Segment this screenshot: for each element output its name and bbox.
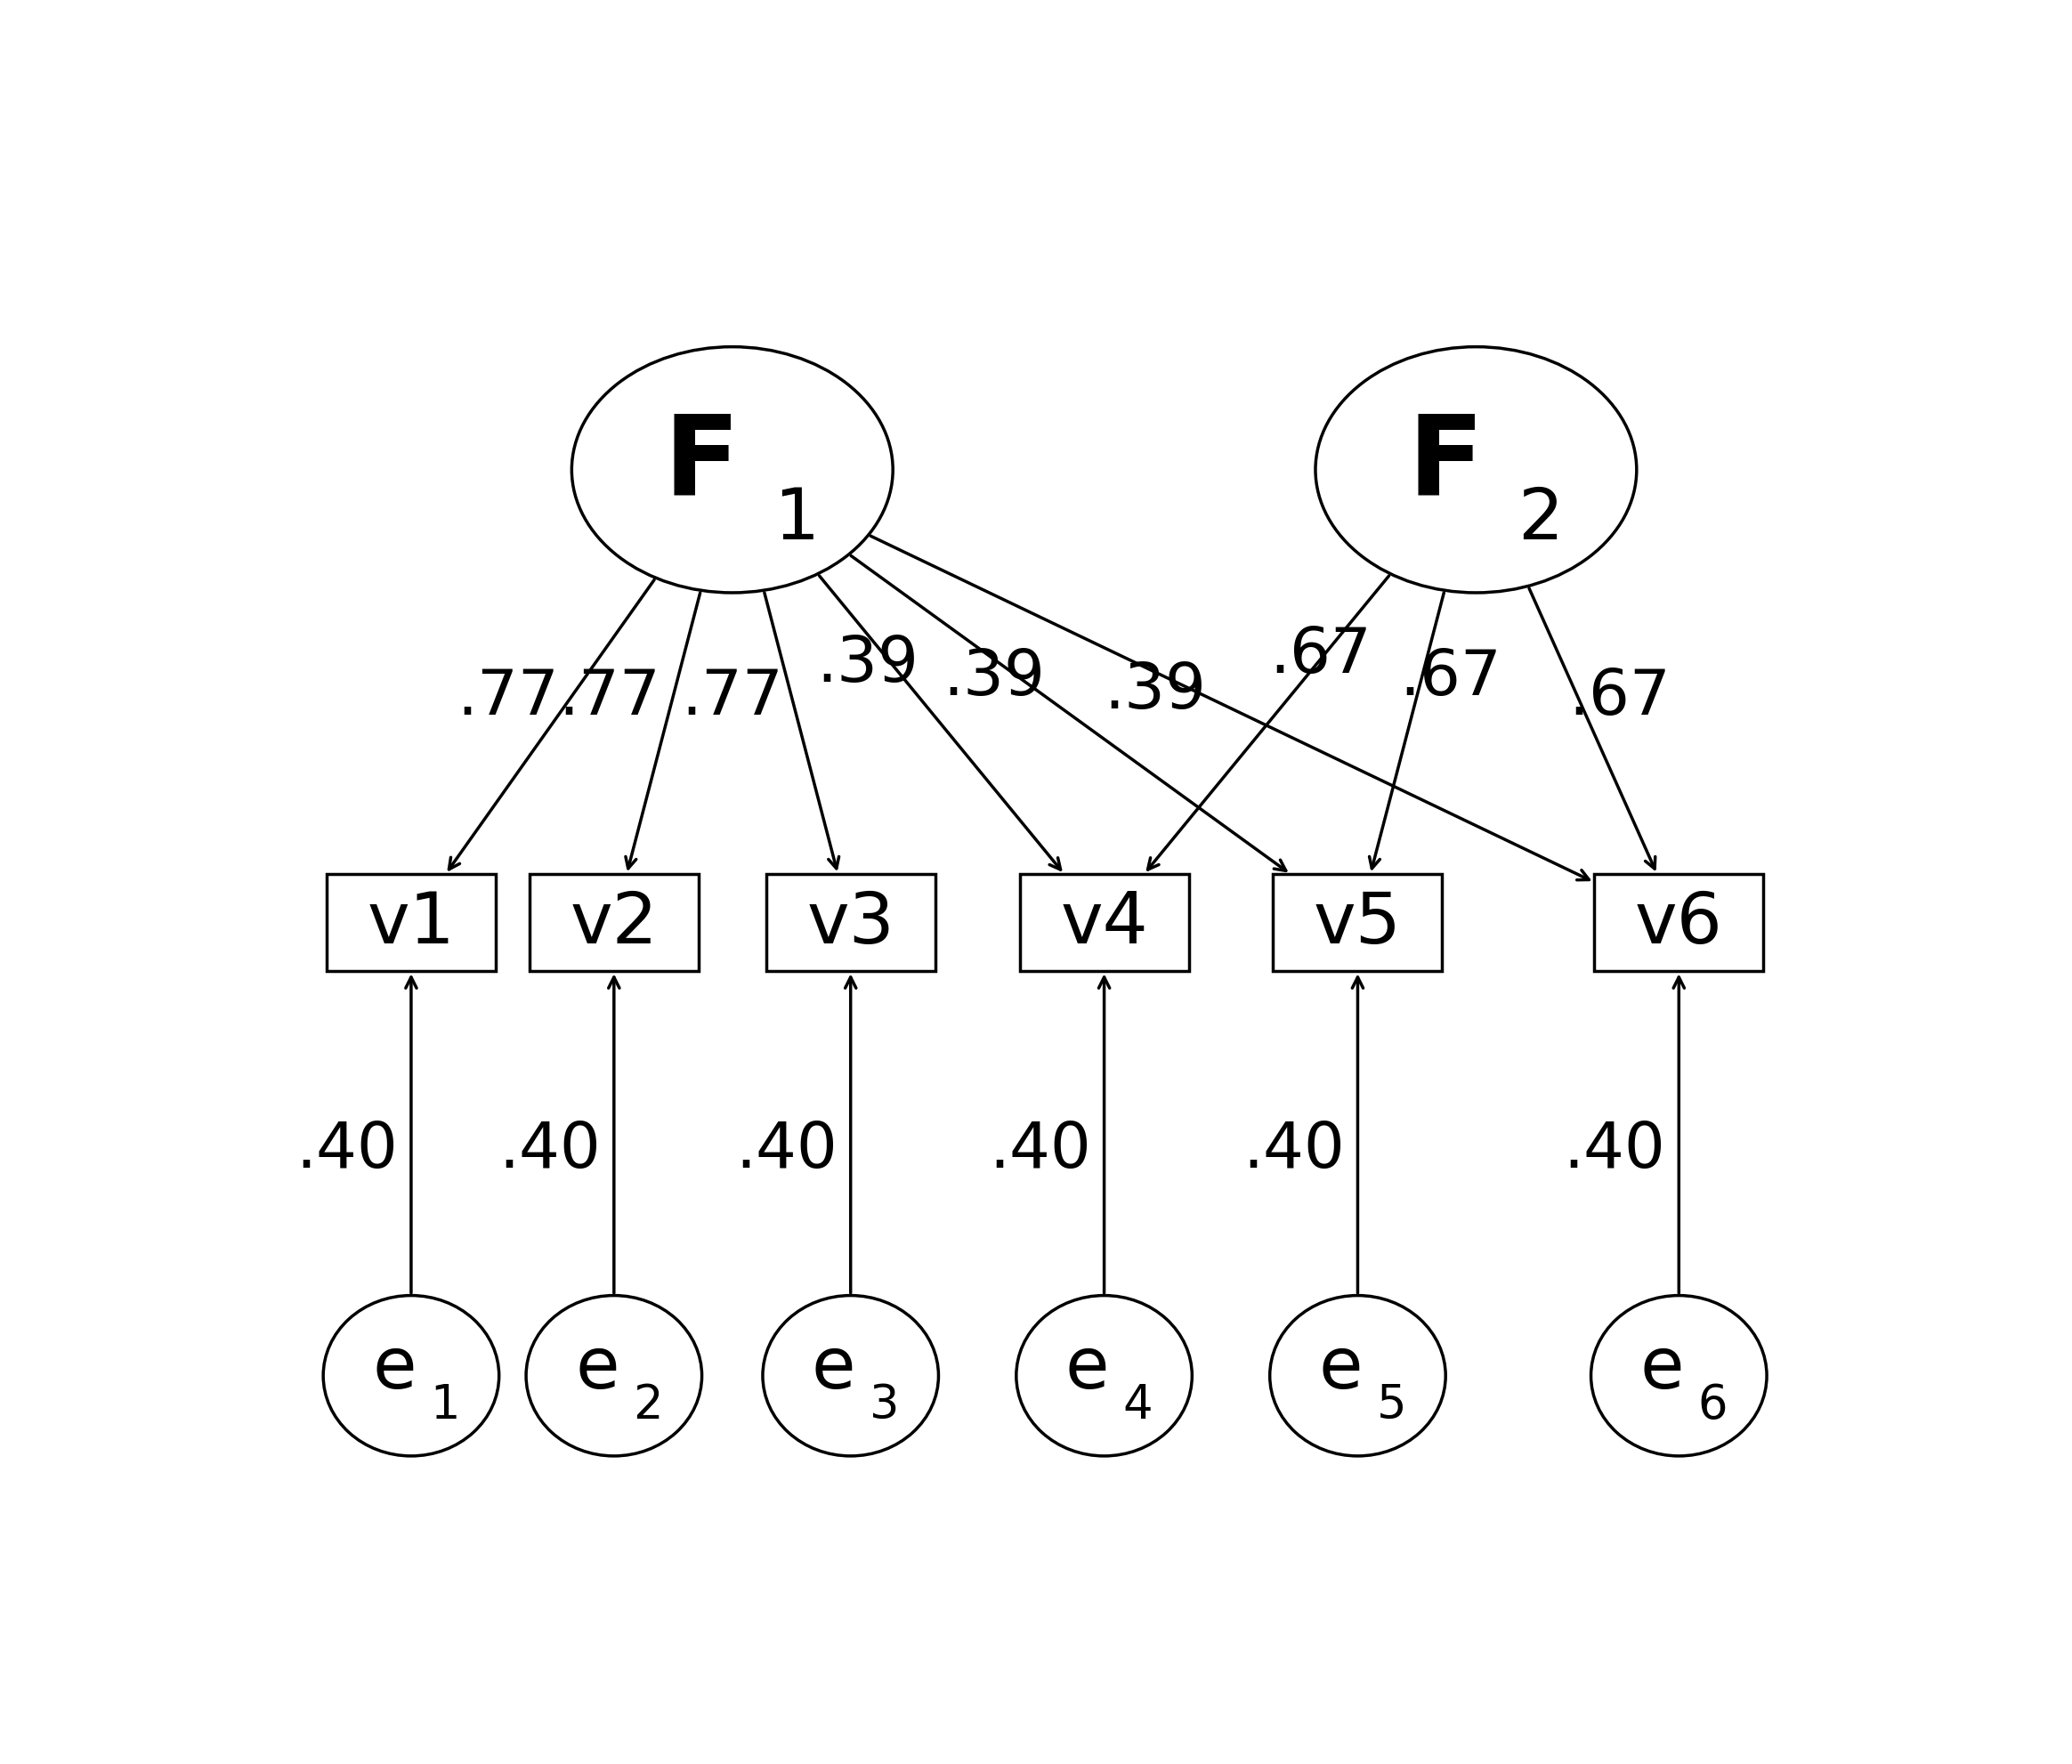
- Bar: [1593, 875, 1763, 972]
- Text: 4: 4: [1123, 1381, 1152, 1427]
- Text: e: e: [812, 1334, 856, 1402]
- Text: v1: v1: [367, 889, 456, 958]
- Text: F: F: [1407, 409, 1484, 519]
- Text: .67: .67: [1569, 667, 1670, 727]
- Text: e: e: [576, 1334, 620, 1402]
- Text: 1: 1: [773, 485, 818, 554]
- Text: .77: .77: [682, 667, 783, 727]
- Text: .40: .40: [1564, 1118, 1666, 1180]
- Text: e: e: [1065, 1334, 1109, 1402]
- Bar: [1019, 875, 1189, 972]
- Text: 6: 6: [1697, 1381, 1728, 1427]
- Text: .39: .39: [1104, 660, 1206, 721]
- Text: .40: .40: [1243, 1118, 1345, 1180]
- Text: .40: .40: [988, 1118, 1092, 1180]
- Bar: [530, 875, 698, 972]
- Text: 2: 2: [1517, 485, 1562, 554]
- Text: .77: .77: [456, 667, 559, 727]
- Bar: [1272, 875, 1442, 972]
- Text: v4: v4: [1061, 889, 1148, 958]
- Text: v6: v6: [1635, 889, 1722, 958]
- Text: 3: 3: [870, 1381, 899, 1427]
- Text: e: e: [373, 1334, 416, 1402]
- Text: .39: .39: [943, 647, 1046, 707]
- Text: 5: 5: [1376, 1381, 1407, 1427]
- Bar: [767, 875, 934, 972]
- Text: .77: .77: [557, 667, 661, 727]
- Text: e: e: [1639, 1334, 1685, 1402]
- Text: e: e: [1318, 1334, 1363, 1402]
- Text: .40: .40: [736, 1118, 837, 1180]
- Bar: [327, 875, 495, 972]
- Text: .40: .40: [499, 1118, 601, 1180]
- Text: v3: v3: [806, 889, 895, 958]
- Text: v2: v2: [570, 889, 659, 958]
- Text: .67: .67: [1270, 624, 1372, 686]
- Text: .40: .40: [296, 1118, 398, 1180]
- Text: v5: v5: [1314, 889, 1401, 958]
- Text: .67: .67: [1399, 647, 1502, 707]
- Text: .39: .39: [816, 633, 918, 695]
- Text: 2: 2: [632, 1381, 663, 1427]
- Text: 1: 1: [431, 1381, 460, 1427]
- Text: F: F: [663, 409, 740, 519]
